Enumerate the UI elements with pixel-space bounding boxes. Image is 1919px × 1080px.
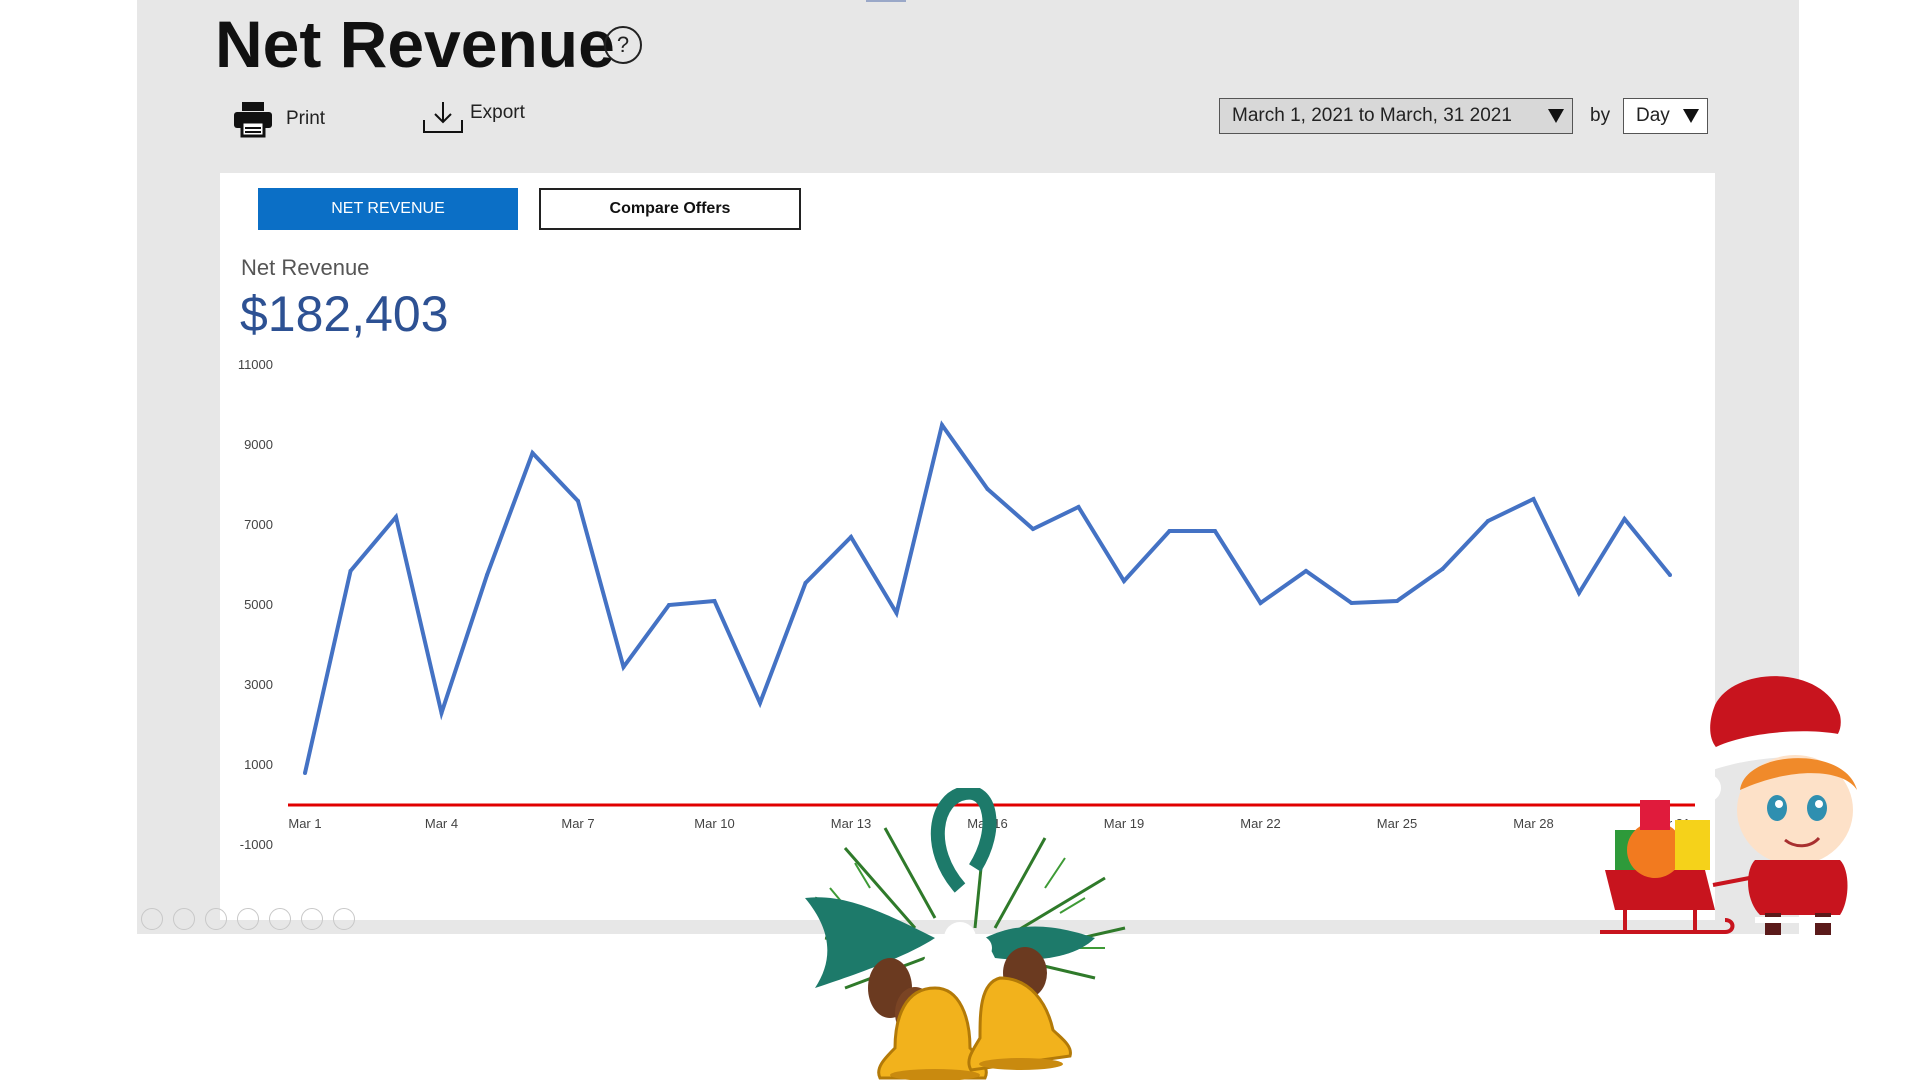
x-tick-label: Mar 13 [831, 816, 871, 831]
y-tick-label: 11000 [238, 357, 273, 372]
data-point [1668, 573, 1672, 577]
slides-icon[interactable] [237, 908, 259, 930]
data-point [1395, 599, 1399, 603]
page-title: Net Revenue [215, 7, 615, 81]
data-point [1031, 527, 1035, 531]
subtitles-icon[interactable] [301, 908, 323, 930]
date-range-select[interactable]: March 1, 2021 to March, 31 2021 [1219, 98, 1573, 134]
y-tick-label: 7000 [244, 517, 273, 532]
tab-net-revenue[interactable]: NET REVENUE [258, 188, 518, 230]
y-tick-label: 9000 [244, 437, 273, 452]
date-range-value: March 1, 2021 to March, 31 2021 [1232, 105, 1512, 126]
x-tick-label: Mar 4 [425, 816, 458, 831]
more-icon[interactable] [333, 908, 355, 930]
data-point [576, 499, 580, 503]
data-point [1122, 579, 1126, 583]
help-glyph: ? [616, 32, 630, 57]
data-point [394, 515, 398, 519]
x-tick-label: Mar 19 [1104, 816, 1144, 831]
slide-nav-controls [141, 908, 355, 930]
dropdown-caret-icon [1683, 109, 1699, 123]
data-point [1213, 529, 1217, 533]
print-label: Print [286, 108, 326, 129]
granularity-value: Day [1636, 105, 1670, 126]
christmas-bells-icon [805, 788, 1126, 1080]
data-point [1167, 529, 1172, 533]
data-point [621, 665, 626, 669]
print-button[interactable]: Print [232, 100, 325, 138]
data-point [1258, 601, 1263, 605]
data-point [1531, 497, 1536, 501]
data-point [303, 771, 307, 775]
x-tick-label: Mar 1 [288, 816, 321, 831]
metric-value: $182,403 [240, 286, 449, 342]
data-point [1076, 505, 1081, 509]
dropdown-caret-icon [1548, 109, 1564, 123]
data-point [1440, 567, 1445, 571]
net-revenue-series-line [303, 420, 1672, 774]
x-tick-label: Mar 22 [1240, 816, 1280, 831]
pen-icon[interactable] [205, 908, 227, 930]
x-tick-label: Mar 25 [1377, 816, 1417, 831]
y-tick-label: 5000 [244, 597, 273, 612]
granularity-select[interactable]: Day [1623, 98, 1708, 134]
data-point [849, 535, 853, 539]
printer-icon [234, 102, 272, 138]
data-point [894, 611, 899, 615]
by-label: by [1590, 105, 1611, 126]
metric-label: Net Revenue [241, 255, 370, 280]
y-tick-label: 3000 [244, 677, 273, 692]
data-point [985, 487, 990, 491]
y-tick-label: 1000 [244, 757, 273, 772]
slide-marker [866, 0, 906, 2]
question-circle-icon[interactable]: ? [604, 26, 642, 64]
data-point [1577, 591, 1581, 595]
data-point [485, 573, 489, 577]
x-tick-label: Mar 7 [561, 816, 594, 831]
tab-compare-offers[interactable]: Compare Offers [539, 188, 801, 230]
prev-slide-icon[interactable] [141, 908, 163, 930]
data-point [530, 451, 535, 455]
data-point [667, 603, 671, 607]
data-point [758, 701, 762, 705]
data-point [712, 599, 717, 603]
data-point [348, 569, 353, 573]
next-slide-icon[interactable] [173, 908, 195, 930]
x-tick-label: Mar 10 [694, 816, 734, 831]
export-button[interactable]: Export [422, 100, 525, 134]
data-point [803, 581, 808, 585]
data-point [439, 711, 444, 715]
data-point [1622, 517, 1627, 521]
export-label: Export [470, 102, 525, 123]
x-tick-label: Mar 28 [1513, 816, 1553, 831]
data-point [1304, 569, 1308, 573]
zoom-icon[interactable] [269, 908, 291, 930]
santa-girl-sled-icon [1600, 676, 1860, 935]
data-point [1349, 601, 1354, 605]
y-tick-label: -1000 [240, 837, 273, 852]
download-icon [423, 102, 463, 133]
data-point [1486, 519, 1490, 523]
data-point [940, 423, 944, 427]
